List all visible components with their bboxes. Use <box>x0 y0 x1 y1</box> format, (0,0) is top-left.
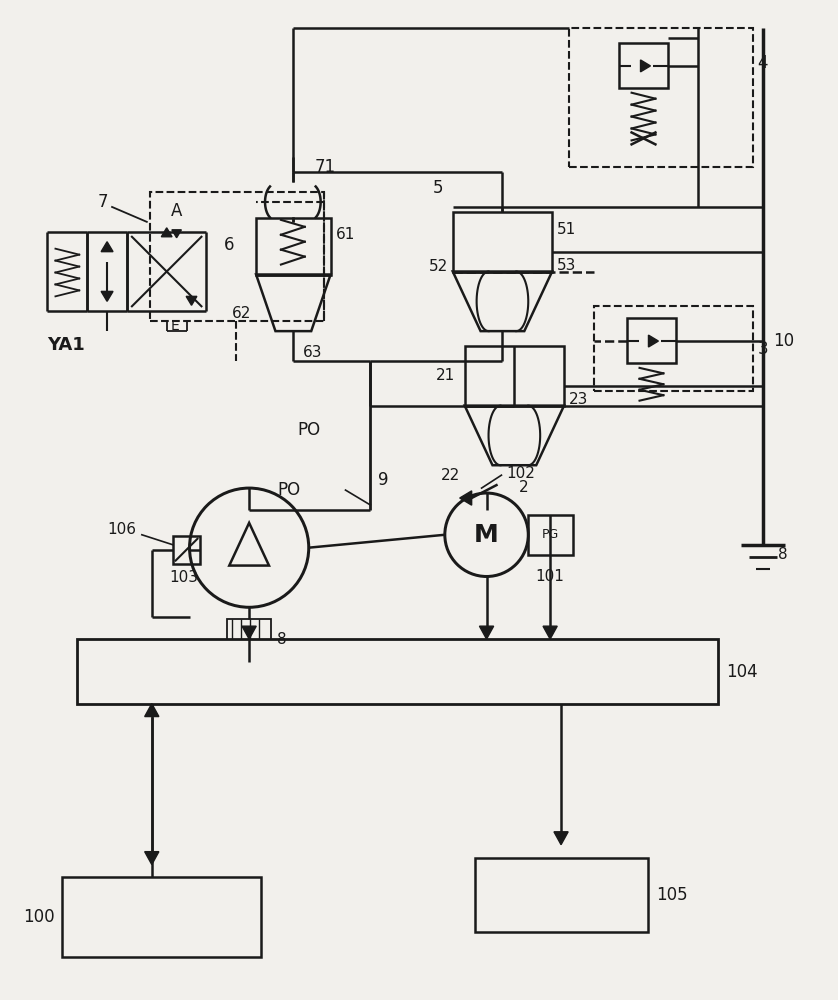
Circle shape <box>445 493 528 576</box>
Text: 5: 5 <box>432 179 442 197</box>
Text: A: A <box>171 202 183 220</box>
Bar <box>150 192 323 321</box>
Text: 10: 10 <box>773 332 794 350</box>
Polygon shape <box>242 626 256 639</box>
Polygon shape <box>145 704 159 717</box>
Text: 102: 102 <box>506 466 535 481</box>
Text: 71: 71 <box>315 158 336 176</box>
Bar <box>465 346 564 406</box>
Text: 2: 2 <box>520 480 529 495</box>
Text: M: M <box>474 523 499 547</box>
Text: E: E <box>170 319 179 333</box>
Polygon shape <box>172 230 181 238</box>
Text: PG: PG <box>541 528 559 541</box>
Polygon shape <box>640 60 650 72</box>
Polygon shape <box>554 832 568 845</box>
Bar <box>569 28 753 167</box>
Text: 4: 4 <box>758 54 768 72</box>
Text: PO: PO <box>277 481 301 499</box>
Bar <box>474 858 649 932</box>
Polygon shape <box>479 626 494 639</box>
Bar <box>453 212 552 272</box>
Text: 22: 22 <box>441 468 460 483</box>
Text: 100: 100 <box>23 908 54 926</box>
Text: PO: PO <box>297 421 321 439</box>
Text: 52: 52 <box>428 259 447 274</box>
Text: 106: 106 <box>107 522 136 537</box>
Bar <box>62 877 261 957</box>
Text: 9: 9 <box>378 471 389 489</box>
Text: 23: 23 <box>569 392 588 407</box>
Bar <box>77 639 718 704</box>
Text: 103: 103 <box>169 570 199 585</box>
Text: 21: 21 <box>436 368 455 383</box>
Text: 8: 8 <box>778 547 787 562</box>
Text: 101: 101 <box>535 569 565 584</box>
Polygon shape <box>162 228 172 237</box>
Text: 6: 6 <box>224 236 235 254</box>
Text: 105: 105 <box>656 886 688 904</box>
Text: YA1: YA1 <box>48 336 85 354</box>
Bar <box>618 43 669 88</box>
Text: 7: 7 <box>97 193 107 211</box>
Bar <box>627 318 676 363</box>
Circle shape <box>189 488 308 607</box>
Text: 3: 3 <box>758 340 768 358</box>
Polygon shape <box>186 296 197 305</box>
Bar <box>173 536 200 564</box>
Polygon shape <box>460 491 472 505</box>
Polygon shape <box>649 335 659 347</box>
Polygon shape <box>543 626 557 639</box>
Text: 53: 53 <box>557 258 577 273</box>
Bar <box>227 619 271 647</box>
Text: 51: 51 <box>557 222 577 237</box>
Text: 104: 104 <box>726 663 758 681</box>
Text: 61: 61 <box>335 227 355 242</box>
Bar <box>256 218 330 275</box>
Polygon shape <box>101 291 113 301</box>
Text: 62: 62 <box>232 306 251 321</box>
Bar <box>528 515 573 555</box>
Polygon shape <box>145 852 159 865</box>
Polygon shape <box>101 242 113 252</box>
Text: 8: 8 <box>277 632 287 647</box>
Bar <box>594 306 753 391</box>
Text: 63: 63 <box>303 345 323 360</box>
